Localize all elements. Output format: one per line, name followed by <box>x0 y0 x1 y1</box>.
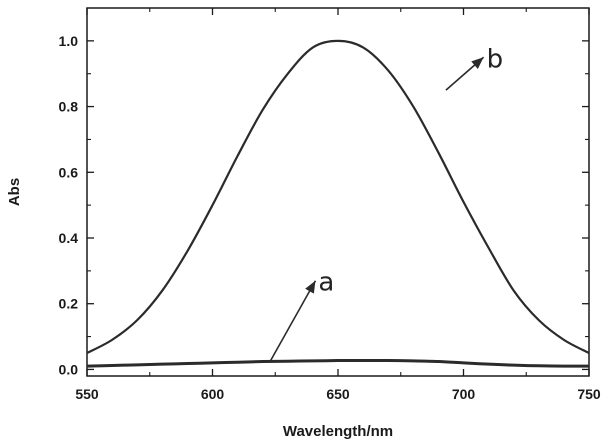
y-axis-title: Abs <box>6 178 23 206</box>
y-tick-label: 0.6 <box>59 164 79 180</box>
series-layer <box>87 41 589 366</box>
annotation-label-a: a <box>318 268 334 298</box>
ticks-layer: 550 600 650 700 750 0.0 0.2 0.4 0.6 0.8 1.0 <box>59 8 601 402</box>
y-tick-label: 0.4 <box>59 230 79 246</box>
x-axis-title: Wavelength/nm <box>283 423 393 440</box>
annotation-label-b: b <box>487 44 504 74</box>
x-tick-label: 550 <box>75 386 99 402</box>
series-line-b <box>87 41 589 353</box>
x-tick-label: 600 <box>201 386 225 402</box>
x-tick-label: 700 <box>452 386 476 402</box>
y-tick-label: 0.8 <box>59 99 79 115</box>
annotation-arrowhead-a <box>305 281 315 294</box>
absorbance-chart: 5506006507007500.00.20.40.60.81.0 ab Wav… <box>0 0 610 445</box>
plot-frame <box>87 8 589 376</box>
y-tick-label: 0.2 <box>59 296 79 312</box>
series-line-a <box>87 361 589 367</box>
x-tick-label: 750 <box>577 386 601 402</box>
annotation-arrow-a <box>270 281 315 362</box>
x-tick-label: 650 <box>326 386 350 402</box>
annotation-layer: ab <box>270 44 503 361</box>
y-tick-label: 1.0 <box>59 33 79 49</box>
y-tick-label: 0.0 <box>59 361 79 377</box>
